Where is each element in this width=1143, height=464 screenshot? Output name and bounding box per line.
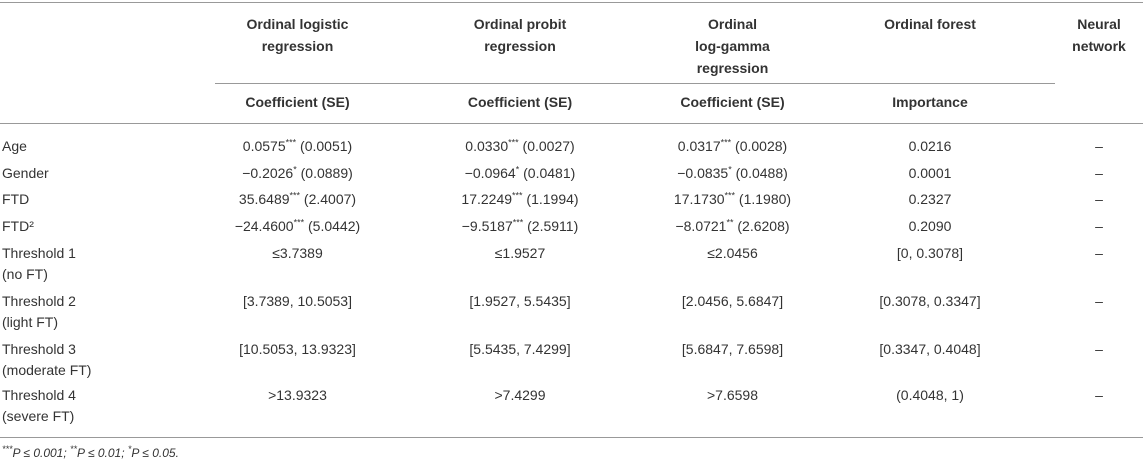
data-row: Threshold 4 (severe FT) >13.9323 >7.4299 >7.… xyxy=(0,383,1143,438)
data-cell: – xyxy=(1095,386,1103,403)
data-cell: ≤1.9527 xyxy=(494,244,546,261)
data-row: FTD 35.6489*** (2.4007) 17.2249*** (1.1994… xyxy=(0,186,1143,213)
corner-cell xyxy=(0,84,215,124)
data-cell: [1.9527, 5.5435] xyxy=(469,292,571,309)
column-header: Ordinal log-gamma regression xyxy=(660,2,805,84)
data-cell: −0.0835* (0.0488) xyxy=(677,163,788,181)
header-row: Ordinal logistic regression Ordinal probit… xyxy=(0,2,1143,84)
header-line: log-gamma xyxy=(695,38,770,54)
data-cell: – xyxy=(1095,190,1103,207)
data-cell: >13.9323 xyxy=(268,386,327,403)
row-label: Threshold 2 (light FT) xyxy=(0,287,215,335)
header-line: regression xyxy=(484,38,556,54)
subheader-cell: Importance xyxy=(892,94,968,110)
data-cell: 17.2249*** (1.1994) xyxy=(461,189,579,207)
label-line: Age xyxy=(2,138,27,154)
row-label: FTD xyxy=(0,186,215,213)
header-line: Ordinal forest xyxy=(884,16,976,32)
header-line: regression xyxy=(261,38,334,54)
data-cell: [5.5435, 7.4299] xyxy=(469,340,571,357)
data-row: Age 0.0575*** (0.0051) 0.0330*** (0.0027) 0… xyxy=(0,124,1143,160)
data-cell: 0.0330*** (0.0027) xyxy=(465,137,575,154)
label-line: (no FT) xyxy=(2,265,48,282)
label-line: Threshold 2 xyxy=(2,292,76,309)
data-cell: −0.2026* (0.0889) xyxy=(242,163,353,181)
data-cell: 17.1730*** (1.1980) xyxy=(673,189,792,207)
label-line: Gender xyxy=(2,164,49,181)
label-line: FTD xyxy=(2,190,30,207)
subheader-row: Coefficient (SE) Coefficient (SE) Coeffici… xyxy=(0,84,1143,124)
header-line: Ordinal logistic xyxy=(246,16,349,32)
data-row: Threshold 2 (light FT) [3.7389, 10.5053] [1… xyxy=(0,287,1143,335)
empty-cell xyxy=(1055,84,1143,124)
data-cell: −24.4600*** (5.0442) xyxy=(234,216,361,234)
data-cell: 0.0001 xyxy=(908,164,952,181)
column-header: Neural network xyxy=(1055,3,1143,84)
header-line: Neural xyxy=(1077,16,1121,32)
label-line: (severe FT) xyxy=(2,407,75,424)
data-cell: [2.0456, 5.6847] xyxy=(681,292,784,309)
subheader-cell: Coefficient (SE) xyxy=(245,94,350,110)
column-header: Ordinal forest xyxy=(805,2,1055,84)
data-cell: −8.0721** (2.6208) xyxy=(675,216,790,234)
label-line: FTD² xyxy=(2,217,34,234)
data-cell: ≤3.7389 xyxy=(272,244,323,261)
row-label: Threshold 3 (moderate FT) xyxy=(0,335,215,383)
data-cell: >7.4299 xyxy=(494,386,546,403)
data-row: FTD² −24.4600*** (5.0442) −9.5187*** (2.59… xyxy=(0,213,1143,240)
header-line: Ordinal xyxy=(707,16,757,32)
data-cell: [0.3078, 0.3347] xyxy=(879,292,981,309)
data-cell: 0.2090 xyxy=(908,217,952,234)
row-label: FTD² xyxy=(0,213,215,240)
data-cell: 0.0317*** (0.0028) xyxy=(677,137,788,154)
row-label: Threshold 4 (severe FT) xyxy=(0,383,215,438)
row-label: Age xyxy=(0,124,215,160)
data-cell: [0, 0.3078] xyxy=(896,244,964,261)
data-cell: −9.5187*** (2.5911) xyxy=(461,216,579,234)
label-line: Threshold 3 xyxy=(2,340,76,357)
data-cell: – xyxy=(1095,244,1103,261)
header-line: Ordinal probit xyxy=(473,16,567,32)
results-table: Ordinal logistic regression Ordinal probit… xyxy=(0,2,1143,438)
data-cell: – xyxy=(1095,138,1103,154)
label-line: Threshold 1 xyxy=(2,244,76,261)
data-cell: – xyxy=(1095,292,1103,309)
footnote: ***P ≤ 0.001; **P ≤ 0.01; *P ≤ 0.05. xyxy=(2,444,179,461)
row-label: Gender xyxy=(0,160,215,186)
data-cell: [3.7389, 10.5053] xyxy=(243,292,352,309)
label-line: (moderate FT) xyxy=(2,361,92,378)
data-cell: – xyxy=(1095,217,1103,234)
subheader-cell: Coefficient (SE) xyxy=(680,94,785,110)
row-label: Threshold 1 (no FT) xyxy=(0,240,215,287)
data-cell: >7.6598 xyxy=(707,386,758,403)
data-cell: (0.4048, 1) xyxy=(896,386,964,403)
data-cell: ≤2.0456 xyxy=(707,244,758,261)
data-cell: – xyxy=(1095,164,1103,181)
label-line: Threshold 4 xyxy=(2,386,76,403)
data-cell: 35.6489*** (2.4007) xyxy=(238,189,357,207)
data-row: Threshold 3 (moderate FT) [10.5053, 13.932… xyxy=(0,335,1143,383)
data-cell: 0.0575*** (0.0051) xyxy=(242,137,353,154)
data-cell: −0.0964* (0.0481) xyxy=(464,163,576,181)
data-cell: 0.0216 xyxy=(908,138,952,154)
data-row: Gender −0.2026* (0.0889) −0.0964* (0.0481)… xyxy=(0,160,1143,186)
column-header: Ordinal probit regression xyxy=(380,2,660,84)
column-header: Ordinal logistic regression xyxy=(215,2,380,84)
header-line: regression xyxy=(696,60,769,76)
label-line: (light FT) xyxy=(2,313,58,330)
data-cell: – xyxy=(1095,340,1103,357)
data-cell: 0.2327 xyxy=(908,190,952,207)
corner-cell xyxy=(0,3,215,84)
data-row: Threshold 1 (no FT) ≤3.7389 ≤1.9527 ≤2.0456 [… xyxy=(0,240,1143,287)
subheader-cell: Coefficient (SE) xyxy=(467,94,573,110)
data-cell: [0.3347, 0.4048] xyxy=(879,340,981,357)
header-line: network xyxy=(1072,38,1126,54)
data-cell: [5.6847, 7.6598] xyxy=(681,340,784,357)
data-cell: [10.5053, 13.9323] xyxy=(239,340,356,357)
